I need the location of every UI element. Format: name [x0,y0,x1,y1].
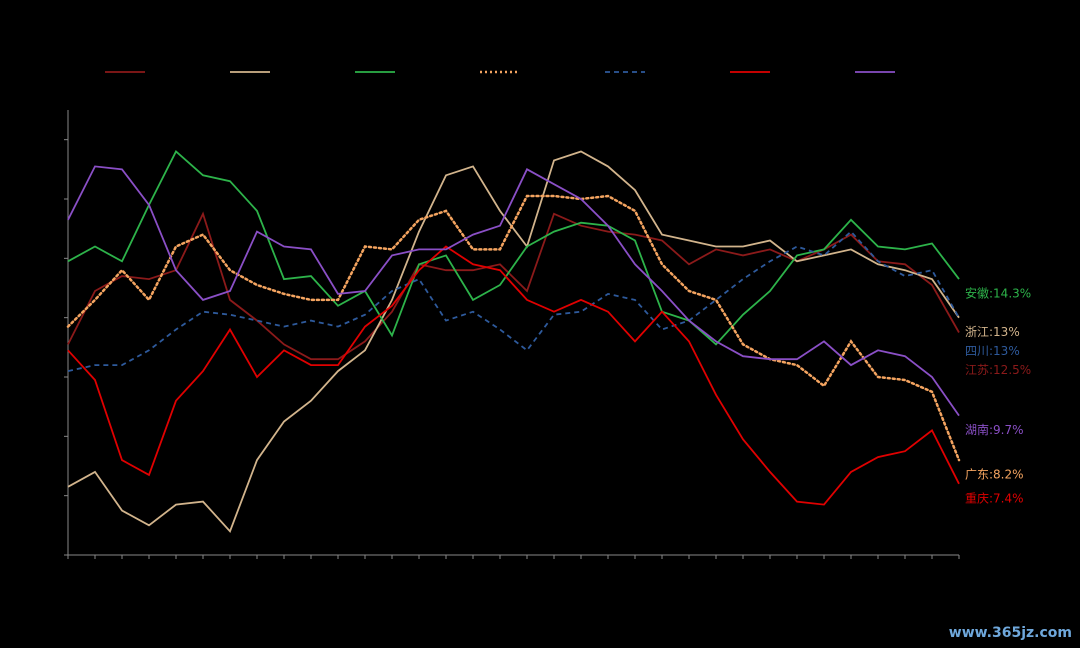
series-line [67,245,960,506]
end-label: 浙江:13% [965,325,1020,339]
end-label: 安徽:14.3% [965,286,1031,301]
end-label: 湖南:9.7% [965,422,1024,437]
series-line [67,211,960,361]
series-line [67,165,960,417]
end-label: 江苏:12.5% [965,363,1031,377]
end-label: 四川:13% [965,344,1020,358]
watermark: www.365jz.com [949,625,1072,641]
series-line [66,194,961,462]
series-line [67,150,960,346]
series-line [67,150,960,533]
end-label: 重庆:7.4% [965,491,1024,505]
end-label: 广东:8.2% [965,468,1024,482]
series-line [67,230,960,372]
